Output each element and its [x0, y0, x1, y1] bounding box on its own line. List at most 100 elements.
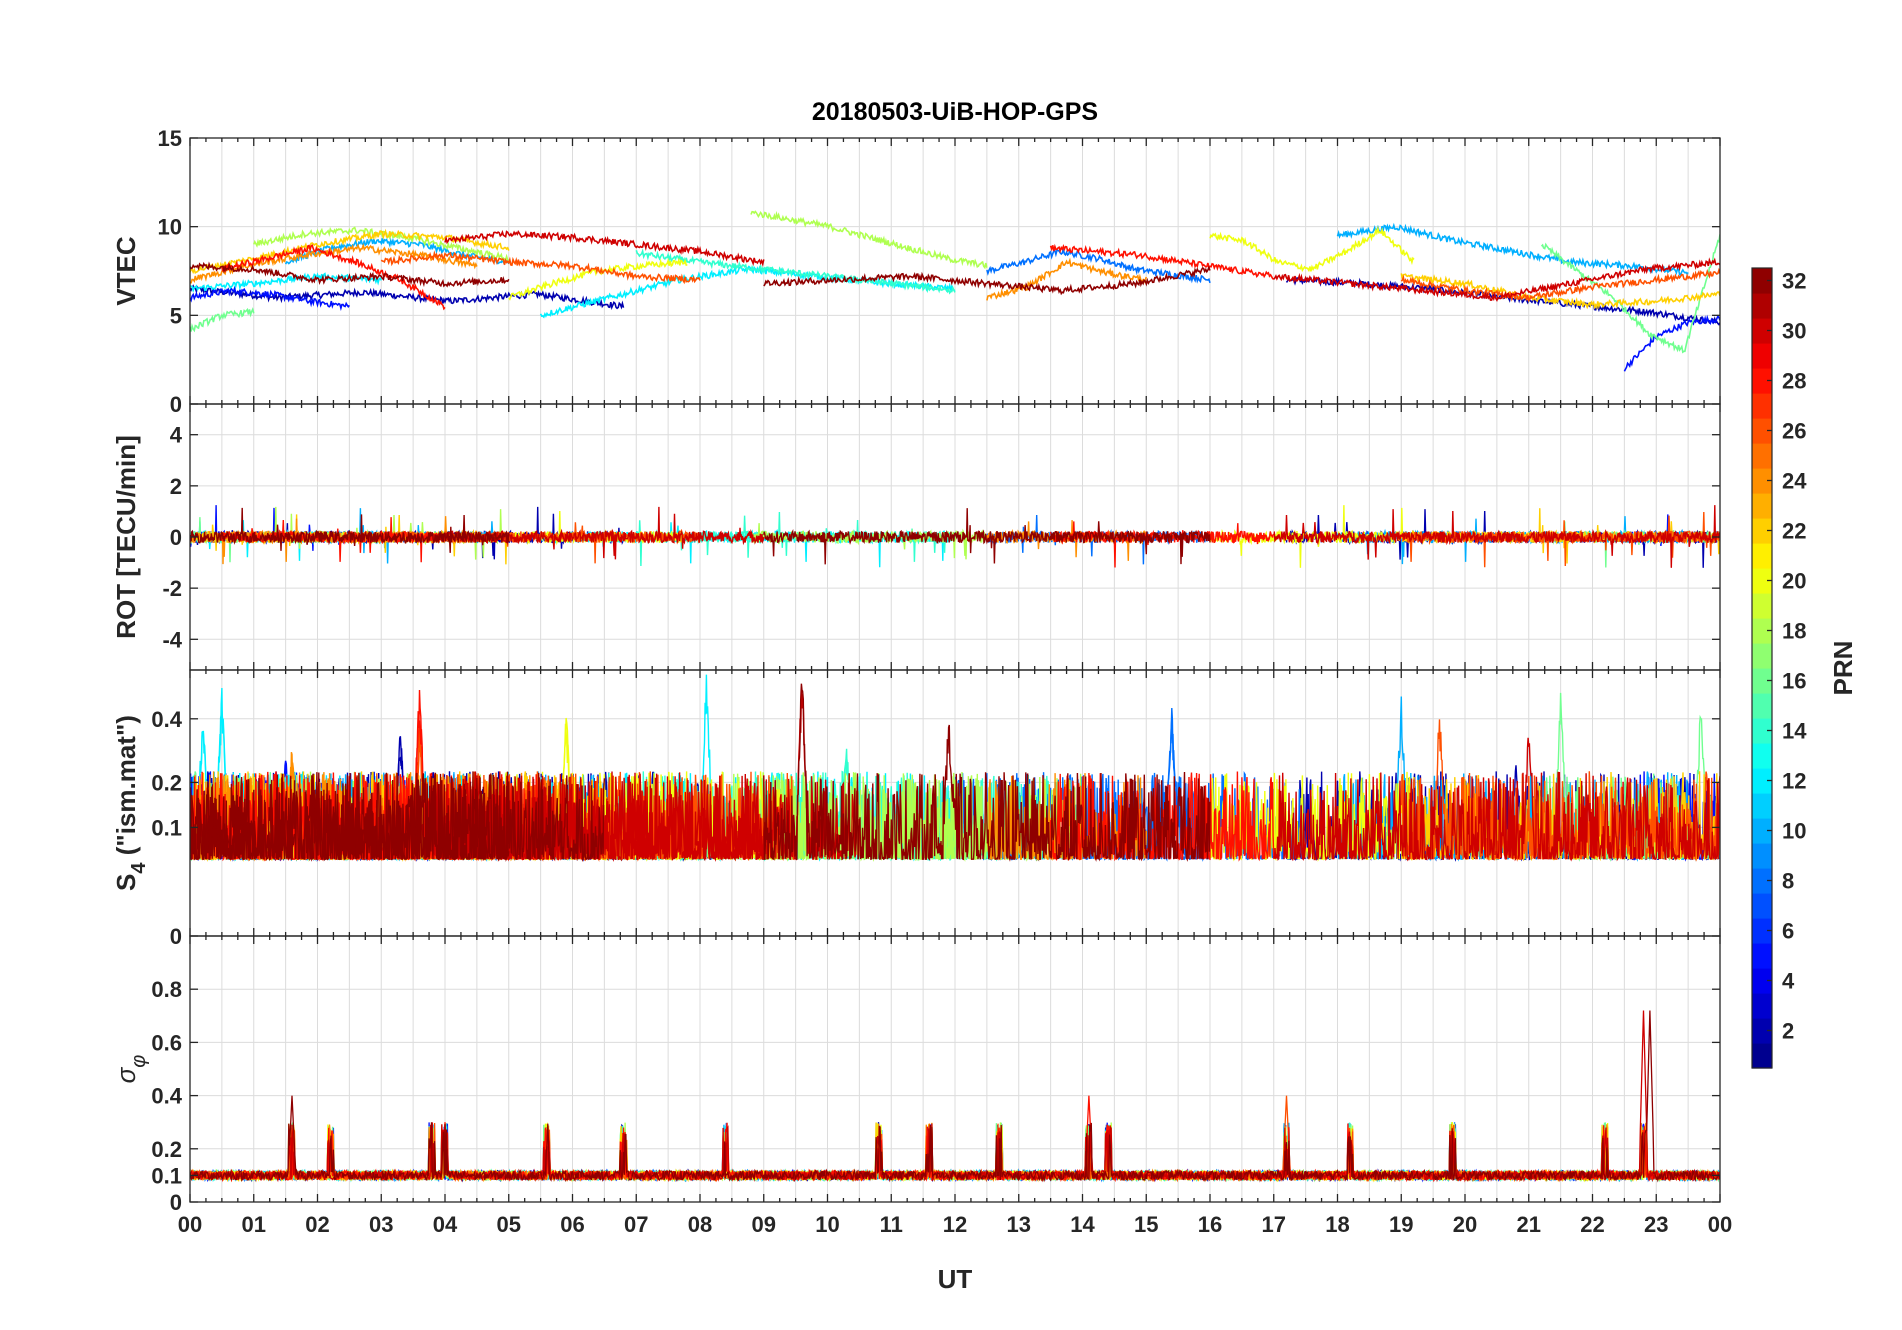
vtec-line-prn-30 — [1273, 257, 1720, 303]
y-tick-label-s4: 0.4 — [151, 707, 182, 732]
vtec-line-prn-26 — [1400, 267, 1720, 303]
y-tick-label-sigma: 0.2 — [151, 1137, 182, 1162]
colorbar-step — [1752, 343, 1772, 369]
colorbar-step — [1752, 868, 1772, 894]
x-tick-label: 22 — [1580, 1212, 1604, 1237]
vtec-line-prn-22 — [1400, 273, 1720, 310]
colorbar-step — [1752, 318, 1772, 344]
colorbar-step — [1752, 368, 1772, 394]
x-tick-label: 15 — [1134, 1212, 1158, 1237]
vtec-line-prn-20 — [1209, 225, 1415, 273]
colorbar-tick-label: 2 — [1782, 1019, 1794, 1044]
colorbar-tick-label: 32 — [1782, 269, 1806, 294]
colorbar-step — [1752, 393, 1772, 419]
x-axis-title: UT — [938, 1264, 973, 1294]
colorbar-step — [1752, 793, 1772, 819]
vtec-line-prn-5 — [190, 285, 351, 312]
y-axis-title-s4: S4 ("ism.mat") — [111, 715, 150, 891]
vtec-line-prn-20 — [508, 257, 688, 301]
colorbar-tick-label: 8 — [1782, 869, 1794, 894]
y-axis-title-sigma: σφ — [111, 1055, 150, 1084]
vtec-line-prn-32 — [763, 265, 1211, 296]
colorbar-step — [1752, 468, 1772, 494]
vtec-line-prn-16 — [190, 307, 255, 333]
colorbar-frame — [1751, 267, 1773, 1069]
colorbar-step — [1752, 293, 1772, 319]
colorbar-tick-label: 28 — [1782, 369, 1806, 394]
colorbar-step — [1752, 668, 1772, 694]
x-tick-label: 11 — [880, 1212, 903, 1237]
y-tick-label-s4: 0.1 — [151, 815, 182, 840]
x-tick-label: 23 — [1644, 1212, 1668, 1237]
colorbar-tick-label: 20 — [1782, 569, 1806, 594]
s4-line-prn-18 — [718, 771, 1084, 862]
x-tick-label: 20 — [1453, 1212, 1477, 1237]
colorbar-tick-label: 16 — [1782, 669, 1806, 694]
colorbar-step — [1752, 893, 1772, 919]
colorbar-step — [1752, 943, 1772, 969]
y-tick-label-rot: 0 — [170, 525, 182, 550]
x-tick-label: 04 — [433, 1212, 458, 1237]
x-tick-label: 03 — [369, 1212, 393, 1237]
rot-line-prn-16 — [1540, 521, 1720, 568]
x-tick-label: 01 — [242, 1212, 266, 1237]
vtec-series-group — [190, 210, 1720, 372]
y-tick-label-s4: 0 — [170, 924, 182, 949]
rot-line-prn-5 — [190, 505, 351, 551]
colorbar-step — [1752, 1018, 1772, 1044]
x-tick-label: 17 — [1262, 1212, 1286, 1237]
sigma-line-prn-32 — [190, 1010, 1720, 1183]
colorbar-tick-label: 6 — [1782, 919, 1794, 944]
x-tick-label: 05 — [497, 1212, 521, 1237]
colorbar-tick-label: 18 — [1782, 619, 1806, 644]
colorbar-step — [1752, 768, 1772, 794]
x-tick-label: 16 — [1198, 1212, 1222, 1237]
vtec-line-prn-14 — [635, 248, 956, 295]
vtec-line-prn-28 — [1049, 243, 1275, 281]
colorbar-tick-label: 10 — [1782, 819, 1806, 844]
vtec-line-prn-32 — [190, 261, 510, 288]
colorbar-step — [1752, 568, 1772, 594]
y-tick-label-s4: 0.2 — [151, 770, 182, 795]
colorbar-tick-label: 12 — [1782, 769, 1806, 794]
rot-line-prn-32 — [763, 508, 1211, 565]
vtec-line-prn-28 — [221, 244, 446, 311]
s4-line-prn-32 — [190, 771, 606, 862]
y-tick-label-rot: -4 — [162, 627, 182, 652]
colorbar-tick-label: 26 — [1782, 419, 1806, 444]
colorbar-step — [1752, 843, 1772, 869]
s4-line-prn-32 — [763, 683, 1211, 862]
y-axis-title-vtec: VTEC — [111, 236, 141, 306]
colorbar-step — [1752, 743, 1772, 769]
x-tick-label: 00 — [1708, 1212, 1732, 1237]
x-tick-label: 14 — [1070, 1212, 1095, 1237]
colorbar-step — [1752, 543, 1772, 569]
y-tick-label-vtec: 0 — [170, 392, 182, 417]
colorbar-step — [1752, 518, 1772, 544]
colorbar-tick-label: 24 — [1782, 469, 1807, 494]
s4-series-group — [190, 674, 1720, 862]
vtec-line-prn-12 — [539, 265, 956, 319]
y-tick-label-vtec: 5 — [170, 303, 182, 328]
y-tick-label-vtec: 10 — [158, 215, 182, 240]
rot-line-prn-30 — [1273, 505, 1720, 568]
colorbar-step — [1752, 968, 1772, 994]
colorbar-tick-label: 22 — [1782, 519, 1806, 544]
sigma-series-group — [190, 1010, 1720, 1183]
x-tick-label: 18 — [1325, 1212, 1349, 1237]
y-axis-title-rot: ROT [TECU/min] — [111, 435, 141, 639]
y-tick-label-sigma: 0.6 — [151, 1030, 182, 1055]
colorbar-step — [1752, 593, 1772, 619]
colorbar-step — [1752, 443, 1772, 469]
vtec-line-prn-18 — [750, 210, 988, 270]
colorbar-step — [1752, 693, 1772, 719]
vtec-line-prn-26 — [380, 250, 701, 285]
vtec-line-prn-12 — [190, 272, 383, 293]
s4-line-prn-30 — [1273, 737, 1720, 862]
y-tick-label-sigma: 0.8 — [151, 977, 182, 1002]
y-tick-label-sigma: 0 — [170, 1190, 182, 1215]
x-tick-label: 13 — [1007, 1212, 1031, 1237]
